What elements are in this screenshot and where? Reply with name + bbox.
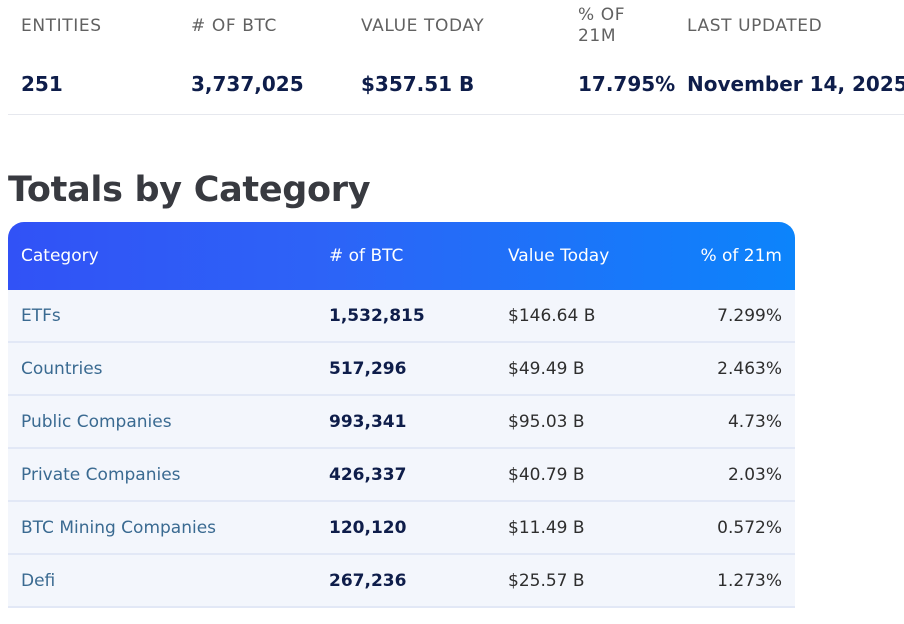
value-today: $146.64 B: [508, 305, 596, 326]
pct-21m-value: 17.795%: [578, 72, 676, 96]
table-row: ETFs 1,532,815 $146.64 B 7.299%: [8, 290, 795, 343]
pct-of-21m: 0.572%: [717, 517, 782, 538]
category-link[interactable]: BTC Mining Companies: [21, 517, 217, 538]
pct-of-21m: 2.03%: [727, 464, 782, 485]
column-header-category[interactable]: Category: [21, 246, 99, 266]
table-row: Private Companies 426,337 $40.79 B 2.03%: [8, 449, 795, 502]
value-today: $95.03 B: [508, 411, 585, 432]
table-row: BTC Mining Companies 120,120 $11.49 B 0.…: [8, 502, 795, 555]
pct-of-21m: 7.299%: [717, 305, 782, 326]
btc-amount: 426,337: [329, 464, 407, 485]
category-link[interactable]: Countries: [21, 358, 103, 379]
btc-amount: 120,120: [329, 517, 407, 538]
summary-stats: ENTITIES # OF BTC VALUE TODAY % OF 21M L…: [8, 0, 904, 115]
btc-count-header: # OF BTC: [191, 15, 277, 36]
value-today: $25.57 B: [508, 570, 585, 591]
entities-value: 251: [21, 72, 63, 96]
table-row: Countries 517,296 $49.49 B 2.463%: [8, 343, 795, 396]
value-today: $11.49 B: [508, 517, 585, 538]
pct-of-21m: 4.73%: [727, 411, 782, 432]
pct-of-21m: 2.463%: [717, 358, 782, 379]
last-updated-value: November 14, 2025: [687, 72, 904, 96]
btc-amount: 517,296: [329, 358, 407, 379]
category-link[interactable]: ETFs: [21, 305, 61, 326]
table-header: Category # of BTC Value Today % of 21m: [8, 222, 795, 290]
btc-amount: 993,341: [329, 411, 407, 432]
table-row: Defi 267,236 $25.57 B 1.273%: [8, 555, 795, 608]
table-row: Public Companies 993,341 $95.03 B 4.73%: [8, 396, 795, 449]
value-today: $40.79 B: [508, 464, 585, 485]
category-link[interactable]: Defi: [21, 570, 56, 591]
value-today: $49.49 B: [508, 358, 585, 379]
column-header-btc[interactable]: # of BTC: [329, 246, 404, 266]
entities-header: ENTITIES: [21, 15, 102, 36]
btc-amount: 267,236: [329, 570, 407, 591]
column-header-value[interactable]: Value Today: [508, 246, 610, 266]
category-link[interactable]: Private Companies: [21, 464, 181, 485]
section-title: Totals by Category: [8, 170, 371, 210]
btc-count-value: 3,737,025: [191, 72, 304, 96]
btc-amount: 1,532,815: [329, 305, 425, 326]
category-table: Category # of BTC Value Today % of 21m E…: [8, 222, 795, 608]
value-today-header: VALUE TODAY: [361, 15, 485, 36]
pct-21m-header: % OF 21M: [578, 5, 626, 46]
last-updated-header: LAST UPDATED: [687, 15, 823, 36]
value-today-value: $357.51 B: [361, 72, 475, 96]
pct-of-21m: 1.273%: [717, 570, 782, 591]
category-link[interactable]: Public Companies: [21, 411, 172, 432]
column-header-pct[interactable]: % of 21m: [700, 246, 782, 266]
